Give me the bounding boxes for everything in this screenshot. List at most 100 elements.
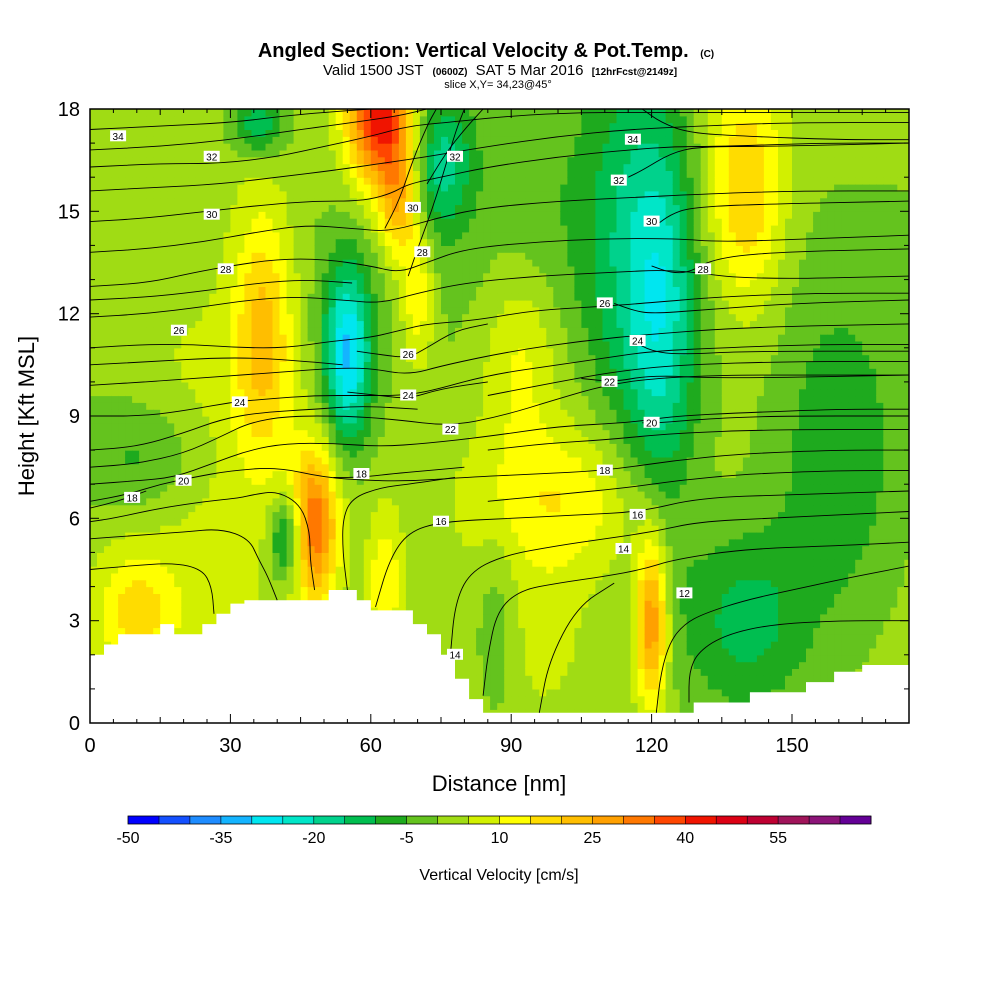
vv-cell (104, 129, 112, 137)
vv-cell (342, 518, 351, 526)
vv-cell (104, 136, 112, 144)
vv-cell (427, 279, 435, 287)
vv-cell (455, 334, 463, 342)
vv-cell (314, 334, 323, 342)
vv-cell (132, 149, 140, 158)
vv-cell (356, 177, 365, 185)
vv-cell (434, 293, 442, 301)
vv-cell (223, 272, 231, 281)
vv-cell (230, 518, 238, 526)
vv-cell (195, 436, 203, 444)
vv-cell (132, 450, 140, 458)
vv-cell (160, 416, 168, 424)
vv-cell (146, 586, 154, 594)
vv-cell (251, 286, 260, 294)
vv-cell (314, 177, 323, 185)
vv-cell (258, 491, 267, 499)
vv-cell (469, 688, 477, 697)
vv-cell (335, 129, 344, 137)
vv-cell (356, 286, 365, 294)
vv-cell (391, 279, 400, 287)
vv-cell (321, 552, 330, 560)
vv-cell (356, 388, 365, 397)
vv-cell (118, 347, 126, 356)
vv-cell (230, 334, 238, 342)
vv-cell (237, 456, 245, 465)
vv-cell (237, 245, 245, 253)
vv-cell (181, 586, 189, 594)
vv-cell (251, 197, 260, 206)
vv-cell (462, 177, 470, 185)
vv-cell (427, 225, 435, 233)
vv-cell (139, 559, 147, 567)
vv-cell (237, 579, 245, 588)
vv-cell (370, 293, 379, 301)
vv-cell (265, 525, 274, 533)
vv-cell (195, 497, 203, 506)
vv-cell (384, 532, 393, 540)
vv-cell (441, 381, 449, 390)
vv-cell (104, 156, 112, 165)
vv-cell (160, 409, 168, 417)
vv-cell (342, 422, 351, 431)
vv-cell (209, 450, 217, 458)
vv-cell (111, 456, 119, 465)
vv-cell (469, 675, 477, 683)
vv-cell (448, 456, 456, 465)
vv-cell (153, 381, 161, 390)
vv-cell (391, 136, 400, 144)
vv-cell (104, 484, 112, 492)
vv-cell (181, 156, 189, 165)
vv-cell (251, 334, 260, 342)
vv-cell (244, 313, 252, 322)
vv-cell (300, 586, 309, 594)
vv-cell (216, 607, 224, 615)
vv-cell (258, 109, 267, 117)
vv-cell (195, 265, 203, 274)
vv-cell (258, 306, 267, 315)
vv-cell (223, 436, 231, 444)
vv-cell (153, 327, 161, 335)
vv-cell (223, 470, 231, 478)
vv-cell (223, 170, 231, 178)
vv-cell (370, 416, 379, 424)
vv-cell (111, 341, 119, 349)
vv-cell (307, 422, 316, 431)
vv-cell (342, 477, 351, 485)
vv-cell (167, 204, 175, 212)
vv-cell (181, 607, 189, 615)
vv-cell (462, 115, 470, 124)
vv-cell (153, 211, 161, 219)
vv-cell (125, 231, 133, 240)
vv-cell (462, 552, 470, 560)
vv-cell (265, 572, 274, 581)
vv-cell (230, 497, 238, 506)
vv-cell (181, 109, 189, 117)
vv-cell (146, 204, 154, 212)
vv-cell (97, 497, 105, 506)
vv-cell (405, 320, 414, 328)
vv-cell (398, 238, 407, 246)
vv-cell (132, 613, 140, 622)
vv-cell (104, 566, 112, 574)
vv-cell (349, 518, 358, 526)
vv-cell (167, 163, 175, 171)
vv-cell (455, 572, 463, 581)
vv-cell (132, 559, 140, 567)
vv-cell (279, 381, 288, 390)
vv-cell (293, 245, 302, 253)
vv-cell (209, 347, 217, 356)
vv-cell (377, 402, 386, 410)
vv-cell (209, 491, 217, 499)
vv-cell (398, 265, 407, 274)
vv-cell (244, 381, 252, 390)
vv-cell (111, 334, 119, 342)
vv-cell (258, 368, 267, 376)
vv-cell (174, 218, 182, 226)
vv-cell (104, 300, 112, 308)
vv-cell (335, 279, 344, 287)
vv-cell (237, 532, 245, 540)
vv-cell (448, 184, 456, 192)
vv-cell (462, 422, 470, 431)
vv-cell (244, 552, 252, 560)
